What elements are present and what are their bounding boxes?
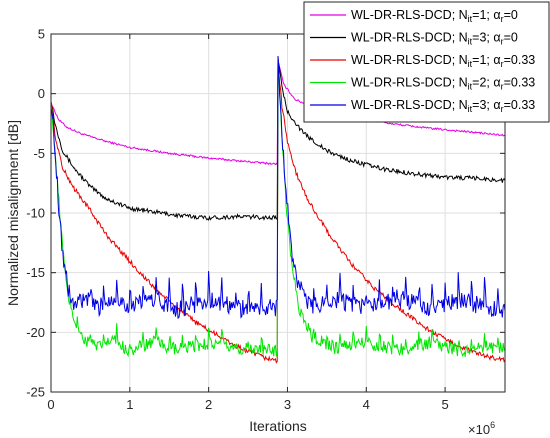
x-tick-label: 2 [205, 397, 212, 412]
x-tick-label: 5 [441, 397, 448, 412]
y-tick-label: -10 [26, 206, 45, 221]
series-layer [50, 55, 506, 364]
x-tick-label: 4 [363, 397, 370, 412]
legend-entry-1: WL-DR-RLS-DCD; Nit=1; αr=0 [351, 8, 518, 24]
y-axis-label: Normalized misalignment [dB] [5, 120, 21, 306]
y-tick-label: 5 [38, 27, 45, 42]
series-line-5 [50, 55, 506, 319]
x-tick-label: 3 [284, 397, 291, 412]
y-tick-label: -25 [26, 385, 45, 400]
y-tick-label: -20 [26, 325, 45, 340]
legend: WL-DR-RLS-DCD; Nit=1; αr=0 WL-DR-RLS-DCD;… [303, 1, 550, 123]
legend-box [303, 1, 550, 123]
y-tick-label: -15 [26, 265, 45, 280]
legend-entry-3: WL-DR-RLS-DCD; Nit=1; αr=0.33 [351, 53, 535, 69]
legend-entry-2: WL-DR-RLS-DCD; Nit=3; αr=0 [351, 31, 518, 47]
legend-entry-5: WL-DR-RLS-DCD; Nit=3; αr=0.33 [351, 98, 535, 114]
y-axis: 5 0 -5 -10 -15 -20 -25 [26, 27, 505, 400]
legend-entry-4: WL-DR-RLS-DCD; Nit=2; αr=0.33 [351, 76, 535, 92]
y-tick-label: 0 [38, 86, 45, 101]
x-axis-label: Iterations [249, 418, 307, 434]
x-tick-label: 0 [47, 397, 54, 412]
x-tick-label: 1 [126, 397, 133, 412]
x-axis: 0 1 2 3 4 5 [47, 34, 449, 412]
y-tick-label: -5 [33, 146, 45, 161]
x-exponent-label: ×106 [468, 420, 495, 437]
